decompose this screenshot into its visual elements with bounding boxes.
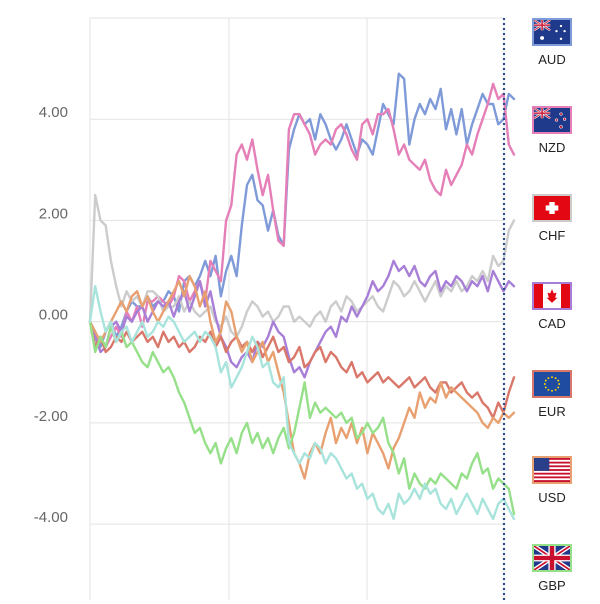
y-tick-label: 0.00 <box>39 307 68 324</box>
fx-strength-line-chart: 4.00 2.00 0.00 -2.00 -4.00 <box>34 17 516 600</box>
series-lines <box>88 72 516 521</box>
legend-item-chf[interactable]: CHF <box>522 194 582 254</box>
y-axis-tick-labels: 4.00 2.00 0.00 -2.00 -4.00 <box>34 104 68 526</box>
flag-european-union-icon <box>532 370 572 398</box>
series-line-gbp <box>88 320 516 516</box>
series-line-eur <box>88 320 516 419</box>
currency-legend: AUD NZD <box>522 0 582 600</box>
legend-item-aud[interactable]: AUD <box>522 18 582 78</box>
series-line-usd <box>88 274 516 480</box>
series-line-cad <box>88 259 516 379</box>
legend-item-nzd[interactable]: NZD <box>522 106 582 166</box>
flag-united-states-icon <box>532 456 572 484</box>
flag-canada-icon <box>532 282 572 310</box>
legend-code: NZD <box>538 140 566 155</box>
legend-code: GBP <box>538 578 566 593</box>
legend-code: CAD <box>538 316 566 331</box>
series-line-unlabeled <box>88 285 516 521</box>
flag-switzerland-icon <box>532 194 572 222</box>
legend-item-eur[interactable]: EUR <box>522 370 582 430</box>
flag-new-zealand-icon <box>532 106 572 134</box>
legend-code: USD <box>538 490 566 505</box>
y-tick-label: -2.00 <box>34 408 68 425</box>
y-tick-label: 2.00 <box>39 205 68 222</box>
legend-code: EUR <box>538 404 566 419</box>
series-line-aud <box>88 72 516 349</box>
legend-code: CHF <box>538 228 566 243</box>
y-tick-label: -4.00 <box>34 509 68 526</box>
flag-australia-icon <box>532 18 572 46</box>
legend-item-cad[interactable]: CAD <box>522 282 582 342</box>
legend-item-gbp[interactable]: GBP <box>522 544 582 604</box>
series-line-nzd <box>88 82 516 349</box>
legend-code: AUD <box>538 52 566 67</box>
legend-item-usd[interactable]: USD <box>522 456 582 516</box>
flag-united-kingdom-icon <box>532 544 572 572</box>
y-tick-label: 4.00 <box>39 104 68 121</box>
